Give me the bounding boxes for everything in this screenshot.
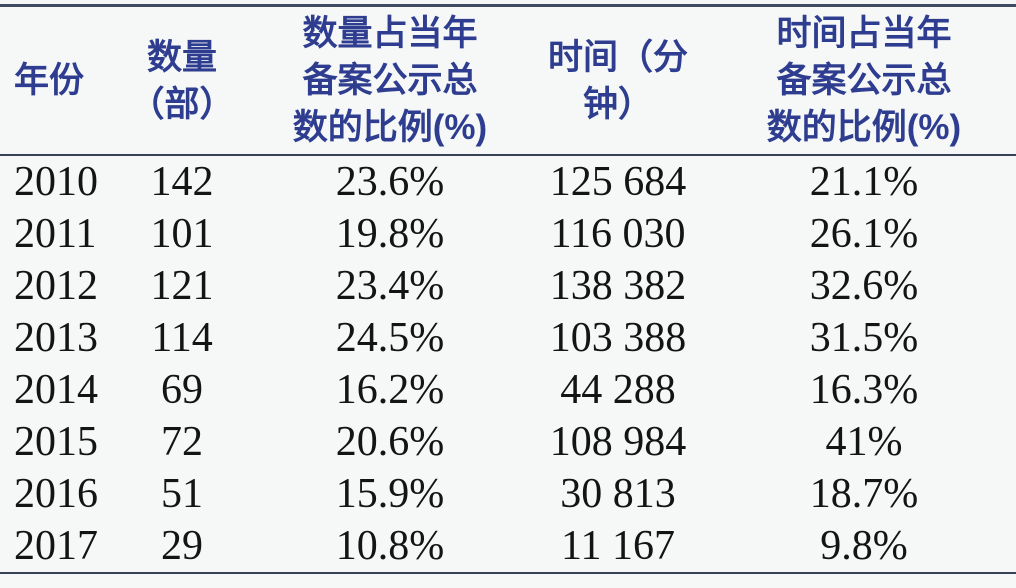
table-row: 2015 72 20.6% 108 984 41% (0, 416, 1016, 468)
cell-minutes-pct: 32.6% (809, 263, 919, 309)
cell-minutes: 44 288 (560, 367, 676, 413)
table-row: 2011 101 19.8% 116 030 26.1% (0, 208, 1016, 260)
cell-minutes-pct: 18.7% (809, 471, 919, 517)
table-row: 2012 121 23.4% 138 382 32.6% (0, 260, 1016, 312)
cell-count: 142 (150, 159, 214, 205)
cell-year: 2015 (14, 419, 98, 465)
header-minutes-percentage: 时间占当年 备案公示总 数的比例(%) (766, 14, 962, 147)
cell-count: 29 (108, 520, 256, 574)
cell-minutes-pct: 41% (825, 419, 903, 465)
table-header: 年份 数量（部） 数量占当年 备案公示总 数的比例(%) 时间（分钟） 时间占当… (0, 6, 1016, 155)
cell-count: 72 (161, 419, 203, 465)
cell-count-pct: 15.9% (335, 471, 445, 517)
cell-count: 69 (161, 367, 203, 413)
data-table: 年份 数量（部） 数量占当年 备案公示总 数的比例(%) 时间（分钟） 时间占当… (0, 4, 1016, 574)
cell-count-pct: 20.6% (335, 419, 445, 465)
cell-minutes-pct: 9.8% (712, 520, 1016, 574)
cell-minutes: 11 167 (524, 520, 712, 574)
cell-year: 2016 (14, 471, 98, 517)
table-row: 2013 114 24.5% 103 388 31.5% (0, 312, 1016, 364)
cell-count-pct: 23.6% (335, 159, 445, 205)
table-row: 2010 142 23.6% 125 684 21.1% (0, 155, 1016, 208)
cell-minutes: 116 030 (550, 211, 686, 257)
header-count-percentage: 数量占当年 备案公示总 数的比例(%) (292, 14, 488, 147)
cell-minutes: 125 684 (549, 159, 687, 205)
cell-count-pct: 24.5% (335, 315, 445, 361)
header-count: 数量（部） (129, 37, 235, 124)
table-row: 2016 51 15.9% 30 813 18.7% (0, 468, 1016, 520)
cell-minutes: 30 813 (560, 471, 676, 517)
table-body: 2010 142 23.6% 125 684 21.1% 2011 101 19… (0, 155, 1016, 574)
cell-year: 2010 (14, 159, 98, 205)
header-minutes: 时间（分钟） (547, 37, 688, 124)
header-row: 年份 数量（部） 数量占当年 备案公示总 数的比例(%) 时间（分钟） 时间占当… (0, 6, 1016, 155)
cell-year: 2011 (14, 211, 97, 257)
cell-count: 121 (150, 263, 214, 309)
cell-count: 51 (161, 471, 203, 517)
table-row: 2014 69 16.2% 44 288 16.3% (0, 364, 1016, 416)
cell-minutes-pct: 31.5% (809, 315, 919, 361)
cell-minutes-pct: 21.1% (809, 159, 919, 205)
cell-count: 101 (150, 211, 214, 257)
cell-minutes: 103 388 (549, 315, 687, 361)
cell-year: 2012 (14, 263, 98, 309)
cell-count: 114 (151, 315, 213, 361)
cell-count-pct: 10.8% (256, 520, 524, 574)
cell-year: 2014 (14, 367, 98, 413)
cell-count-pct: 23.4% (335, 263, 445, 309)
cell-minutes-pct: 26.1% (809, 211, 919, 257)
cell-year: 2017 (0, 520, 108, 574)
cell-minutes-pct: 16.3% (809, 367, 919, 413)
cell-count-pct: 19.8% (335, 211, 445, 257)
header-year: 年份 (14, 61, 85, 100)
table-row: 2017 29 10.8% 11 167 9.8% (0, 520, 1016, 574)
cell-count-pct: 16.2% (335, 367, 445, 413)
cell-year: 2013 (14, 315, 98, 361)
cell-minutes: 108 984 (549, 419, 687, 465)
cell-minutes: 138 382 (549, 263, 687, 309)
